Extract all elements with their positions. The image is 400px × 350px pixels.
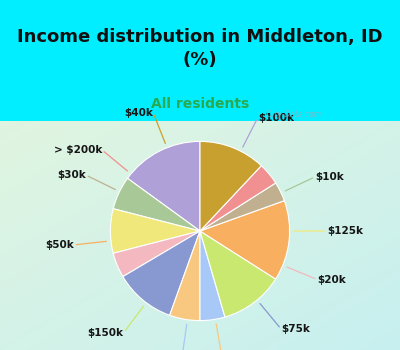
Wedge shape (200, 141, 261, 231)
Text: $30k: $30k (57, 170, 86, 180)
Wedge shape (123, 231, 200, 315)
Wedge shape (170, 231, 200, 321)
Text: $150k: $150k (88, 328, 124, 338)
Wedge shape (200, 231, 225, 321)
Text: $100k: $100k (258, 113, 294, 122)
Text: $50k: $50k (45, 240, 74, 250)
Text: $10k: $10k (315, 172, 344, 182)
Text: All residents: All residents (151, 97, 249, 111)
Text: Income distribution in Middleton, ID
(%): Income distribution in Middleton, ID (%) (17, 28, 383, 69)
Wedge shape (113, 231, 200, 276)
Wedge shape (200, 201, 290, 279)
Text: $75k: $75k (281, 324, 310, 334)
Text: $20k: $20k (318, 275, 346, 285)
Wedge shape (200, 166, 276, 231)
Wedge shape (128, 141, 200, 231)
Text: $40k: $40k (124, 108, 153, 118)
Text: > $200k: > $200k (54, 145, 102, 155)
Wedge shape (113, 178, 200, 231)
Wedge shape (200, 231, 276, 317)
Wedge shape (110, 209, 200, 253)
Wedge shape (200, 183, 284, 231)
Text: City-Data.com: City-Data.com (262, 110, 321, 119)
Text: $125k: $125k (327, 226, 363, 236)
